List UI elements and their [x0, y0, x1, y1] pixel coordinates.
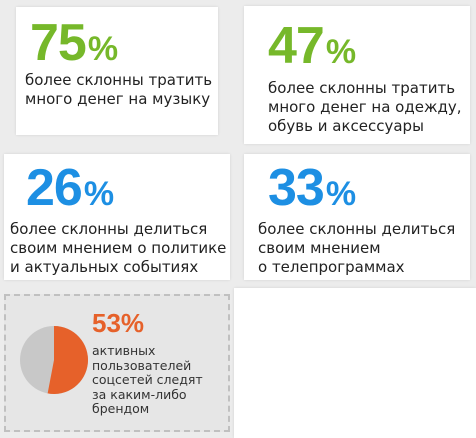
- stat-card-tv: 33% более склонны делиться своим мнением…: [244, 154, 470, 280]
- stat-unit: %: [87, 30, 119, 68]
- stat-description: более склонны тратить много денег на муз…: [25, 71, 213, 108]
- pie-share-slice: [47, 326, 89, 394]
- stat-card-music: 75% более склонны тратить много денег на…: [16, 7, 218, 135]
- stat-description: активных пользователей соцсетей следят з…: [92, 343, 203, 416]
- stat-card-clothing: 47% более склонны тратить много денег на…: [244, 6, 470, 144]
- stat-value: 75%: [30, 17, 118, 69]
- stat-number: 33: [268, 159, 325, 217]
- stat-description: более склонны тратить много денег на оде…: [268, 79, 462, 135]
- stat-value: 53%: [92, 308, 145, 338]
- stat-number: 75: [30, 14, 87, 72]
- stat-card-brands: 53% активных пользователей соцсетей след…: [4, 294, 230, 432]
- pie-chart: [20, 326, 89, 394]
- stat-description: более склонны делиться своим мнением о т…: [258, 220, 456, 276]
- stat-number: 26: [26, 159, 83, 217]
- stat-unit: %: [325, 33, 357, 71]
- stat-unit: %: [325, 175, 357, 213]
- stat-description: более склонны делиться своим мнением о п…: [10, 220, 227, 276]
- stat-value: 47%: [268, 20, 356, 72]
- stat-unit: %: [83, 175, 115, 213]
- stat-number: 47: [268, 17, 325, 75]
- stat-card-politics: 26% более склонны делиться своим мнением…: [4, 154, 230, 280]
- stat-value: 26%: [26, 162, 114, 214]
- empty-card: [234, 288, 476, 438]
- stat-value: 33%: [268, 162, 356, 214]
